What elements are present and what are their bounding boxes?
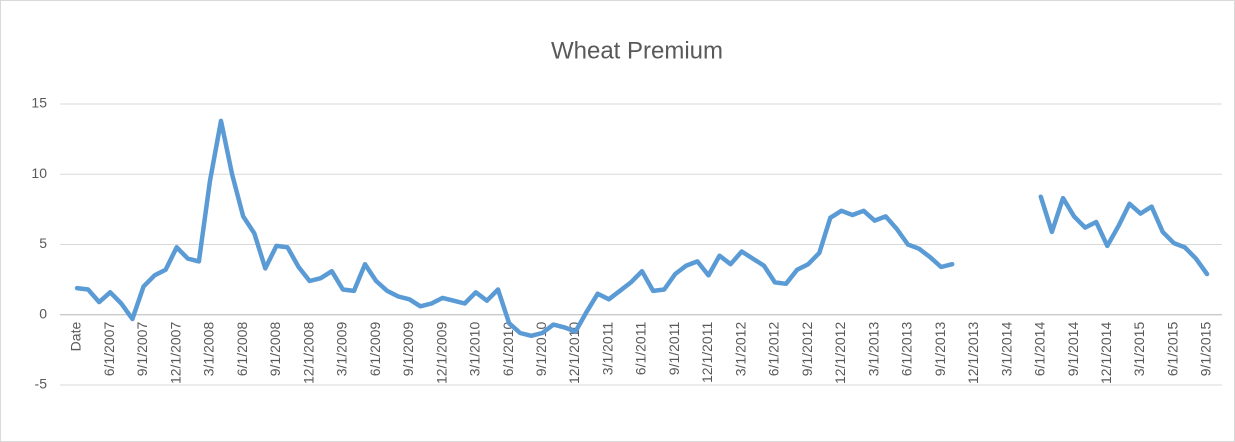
x-tick-label: 3/1/2012 xyxy=(732,322,748,377)
x-tick-label: 6/1/2010 xyxy=(500,322,516,377)
x-tick-label: 3/1/2013 xyxy=(865,322,881,377)
x-tick-label: 6/1/2007 xyxy=(101,322,117,377)
x-tick-label: 3/1/2014 xyxy=(998,322,1014,377)
x-tick-label: 6/1/2011 xyxy=(633,322,649,376)
x-tick-label: 6/1/2009 xyxy=(367,322,383,377)
x-tick-label: 6/1/2014 xyxy=(1032,322,1048,377)
x-tick-label: 9/1/2011 xyxy=(666,322,682,376)
y-tick-label: 15 xyxy=(31,95,47,111)
x-tick-label: 6/1/2012 xyxy=(766,322,782,377)
data-line xyxy=(74,118,1210,339)
x-tick-label: 6/1/2015 xyxy=(1164,322,1180,377)
y-tick-label: 0 xyxy=(39,305,47,321)
x-tick-label: 6/1/2008 xyxy=(234,322,250,377)
x-tick-label: 12/1/2007 xyxy=(167,322,183,384)
x-tick-label: 3/1/2015 xyxy=(1131,322,1147,377)
x-tick-label: 9/1/2012 xyxy=(799,322,815,377)
x-tick-label: 12/1/2008 xyxy=(300,322,316,384)
x-tick-label: 3/1/2010 xyxy=(467,322,483,377)
x-tick-label: 12/1/2011 xyxy=(699,322,715,383)
x-tick-label: 6/1/2013 xyxy=(899,322,915,377)
y-tick-label: 5 xyxy=(39,235,47,251)
x-tick-label: 12/1/2013 xyxy=(965,322,981,384)
x-tick-label: Date xyxy=(68,322,84,352)
x-tick-label: 3/1/2009 xyxy=(334,322,350,377)
x-tick-label: 9/1/2008 xyxy=(267,322,283,377)
x-tick-label: 9/1/2009 xyxy=(400,322,416,377)
x-tick-label: 3/1/2008 xyxy=(201,322,217,377)
x-tick-label: 12/1/2009 xyxy=(433,322,449,384)
x-tick-label: 9/1/2014 xyxy=(1065,322,1081,377)
x-tick-label: 9/1/2013 xyxy=(932,322,948,377)
x-tick-label: 3/1/2011 xyxy=(599,322,615,376)
x-tick-label: 12/1/2010 xyxy=(566,322,582,384)
y-tick-label: 10 xyxy=(31,165,47,181)
x-tick-label: 9/1/2007 xyxy=(134,322,150,377)
x-tick-label: 12/1/2014 xyxy=(1098,322,1114,384)
y-tick-label: -5 xyxy=(35,376,48,392)
x-tick-label: 12/1/2012 xyxy=(832,322,848,384)
chart-title: Wheat Premium xyxy=(551,37,723,64)
x-tick-label: 9/1/2015 xyxy=(1198,322,1214,377)
